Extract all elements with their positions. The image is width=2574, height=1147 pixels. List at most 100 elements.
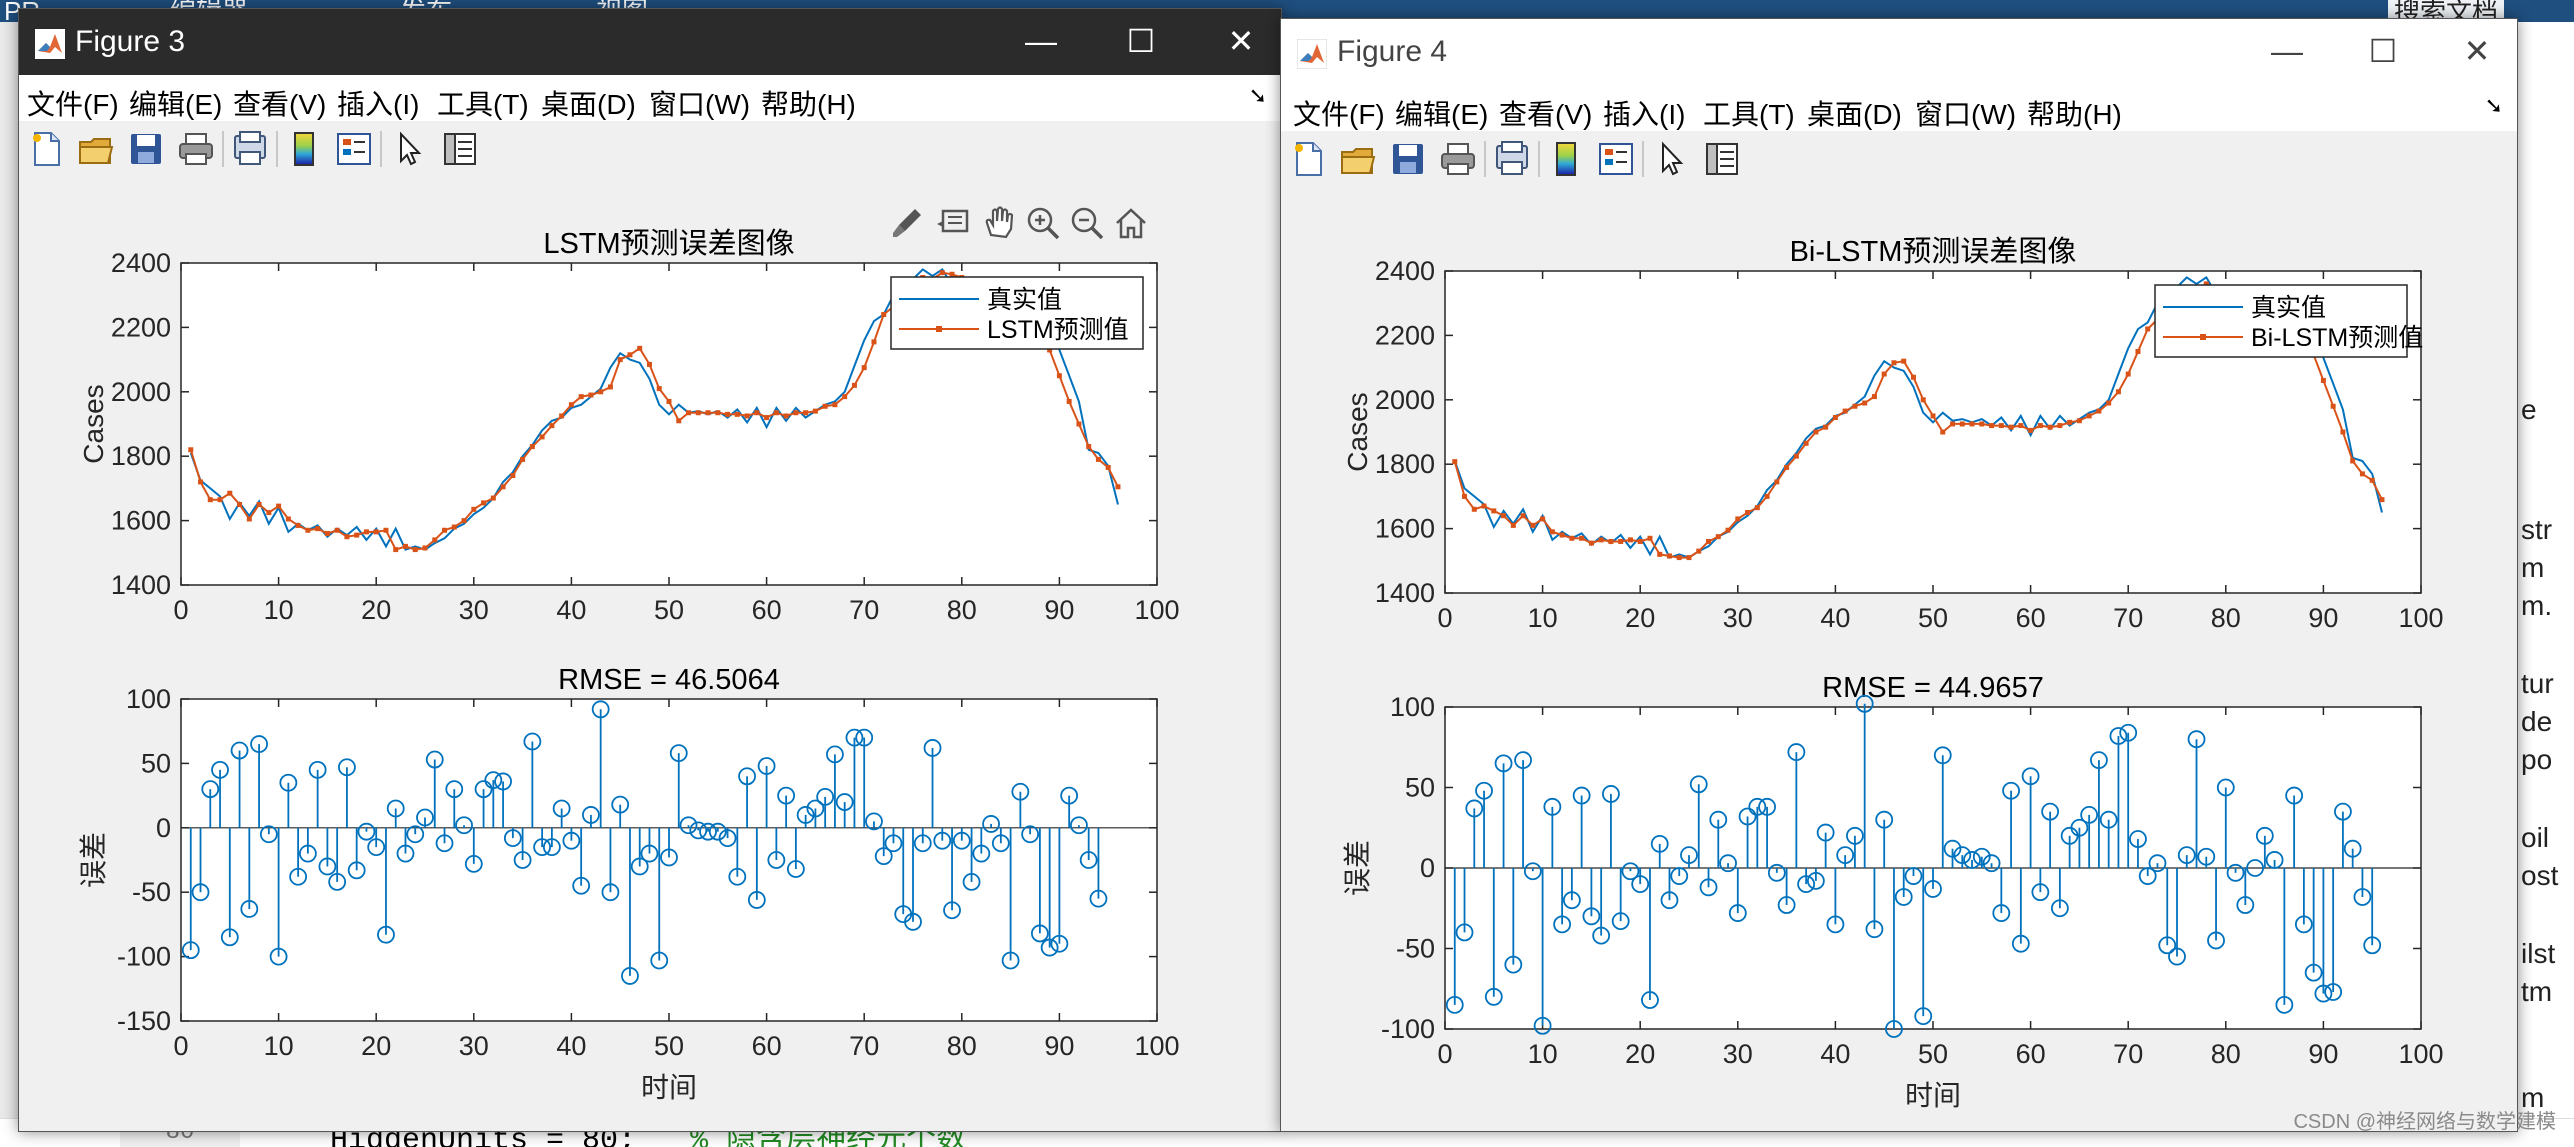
stem-marker [1748,797,1767,816]
predicted-point [1510,522,1516,528]
stem-marker [416,808,434,827]
maximize-button[interactable]: ☐ [2368,33,2398,69]
stem-marker [308,760,327,779]
property-inspector-icon[interactable] [441,130,479,168]
zoom-in-icon[interactable] [1025,205,1061,241]
colorbar-icon[interactable] [285,130,323,168]
stem-marker [523,732,542,751]
save-icon[interactable] [1389,140,1427,178]
x-tick-label: 50 [1918,603,1948,633]
menu-view[interactable]: 查看(V) [233,89,327,120]
colorbar-icon[interactable] [1547,140,1585,178]
x-tick-label: 60 [2016,1039,2046,1069]
pan-icon[interactable] [981,205,1017,241]
stem-marker [1582,907,1601,926]
menu-tools[interactable]: 工具(T) [437,89,529,120]
legend-icon[interactable] [1597,140,1635,178]
menu-help[interactable]: 帮助(H) [2027,99,2122,130]
x-tick-label: 90 [2308,603,2338,633]
stem-marker [1924,880,1942,898]
save-icon[interactable] [127,130,165,168]
y-tick-label: 1600 [111,506,171,536]
legend-label-actual: 真实值 [2251,294,2326,322]
stem-marker [747,891,766,909]
figure-4-window[interactable]: Figure 4 — ☐ ✕ 文件(F) 编辑(E) 查看(V) 插入(I) 工… [1280,18,2518,1132]
print-preview-icon[interactable] [1493,140,1531,178]
close-button[interactable]: ✕ [1227,23,1255,59]
stem-marker [1621,862,1640,881]
stem-marker [484,771,503,790]
menu-edit[interactable]: 编辑(E) [129,89,223,120]
menu-desktop[interactable]: 桌面(D) [541,89,636,120]
stem-marker [474,780,493,799]
close-button[interactable]: ✕ [2463,33,2491,69]
new-file-icon[interactable] [27,130,65,168]
minimize-button[interactable]: — [1025,23,1057,59]
stem-marker [1816,823,1835,842]
new-file-icon[interactable] [1289,140,1327,178]
open-folder-icon[interactable] [77,130,115,168]
figure-3-window[interactable]: Figure 3 — ☐ ✕ 文件(F) 编辑(E) 查看(V) 插入(I) 工… [18,8,1282,1132]
menu-desktop[interactable]: 桌面(D) [1807,99,1902,130]
menu-tools[interactable]: 工具(T) [1703,99,1795,130]
pointer-icon[interactable] [389,130,427,168]
stem-marker [2158,936,2177,955]
y-tick-label: 0 [156,813,171,843]
stem-marker [1709,810,1728,829]
print-icon[interactable] [1439,140,1477,178]
datatip-icon[interactable] [935,205,971,241]
pane-text-fragment: e [2521,394,2537,425]
y-tick-label: 1400 [1375,578,1435,608]
minimize-button[interactable]: — [2271,33,2303,69]
predicted-point [1105,464,1111,470]
stem-marker [1533,1016,1552,1035]
x-tick-label: 0 [173,595,188,625]
menu-insert[interactable]: 插入(I) [337,89,420,120]
print-icon[interactable] [177,130,215,168]
print-preview-icon[interactable] [231,130,269,168]
predicted-point [539,434,545,440]
stem-marker [2314,984,2333,1003]
menu-insert[interactable]: 插入(I) [1603,99,1686,130]
brush-icon[interactable] [889,205,925,241]
predicted-point [2379,497,2385,503]
menu-file[interactable]: 文件(F) [1293,99,1385,130]
stem-marker [2353,888,2372,906]
menu-file[interactable]: 文件(F) [27,89,119,120]
stem-marker [318,857,337,876]
doc-search-field[interactable]: 搜索文档 [2388,0,2505,22]
stem-marker [2246,859,2264,877]
predicted-point [1491,508,1497,514]
pointer-icon[interactable] [1651,140,1689,178]
predicted-point [442,527,448,533]
menu-help[interactable]: 帮助(H) [761,89,856,120]
open-folder-icon[interactable] [1339,140,1377,178]
maximize-button[interactable]: ☐ [1126,23,1156,59]
legend-icon[interactable] [335,130,373,168]
predicted-point [373,529,379,535]
predicted-point [871,339,877,345]
menu-window[interactable]: 窗口(W) [649,89,751,120]
y-tick-label: -150 [117,1006,171,1036]
y-tick-label: 0 [1420,853,1435,883]
zoom-out-icon[interactable] [1069,205,1105,241]
menu-view[interactable]: 查看(V) [1499,99,1593,130]
stem-marker [2207,931,2225,950]
figure-3-titlebar[interactable]: Figure 3 — ☐ ✕ [19,9,1281,75]
property-inspector-icon[interactable] [1703,140,1741,178]
predicted-point [402,543,408,549]
predicted-point [1686,555,1692,561]
dock-arrow-icon[interactable]: ➘ [2484,93,2503,118]
stem-marker [2236,896,2255,914]
stem-marker [1543,797,1562,816]
home-icon[interactable] [1113,205,1149,241]
menu-edit[interactable]: 编辑(E) [1395,99,1489,130]
toolbar-separator [380,131,382,167]
stem-marker [230,741,249,760]
figure-4-titlebar[interactable]: Figure 4 — ☐ ✕ [1281,19,2517,85]
y-tick-label: 50 [1405,773,1435,803]
menu-window[interactable]: 窗口(W) [1915,99,2017,130]
dock-arrow-icon[interactable]: ➘ [1248,83,1267,108]
predicted-point [568,402,574,408]
predicted-point [451,524,457,530]
